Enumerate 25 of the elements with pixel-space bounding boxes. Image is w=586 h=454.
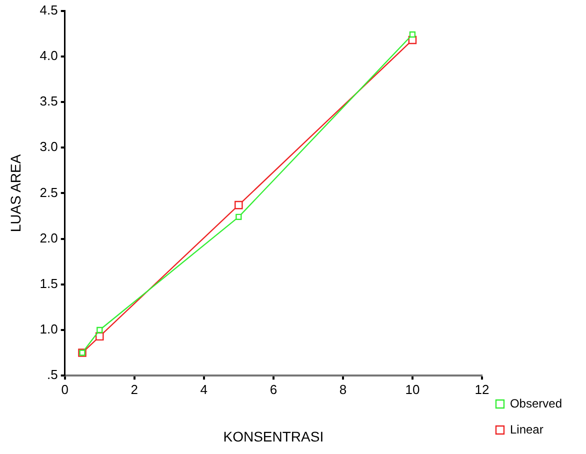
x-tick-label: 6: [270, 382, 278, 397]
y-tick-label: 1.0: [40, 322, 58, 337]
y-tick-label: 4.5: [40, 2, 58, 18]
x-tick-label: 10: [405, 382, 420, 397]
point: [96, 326, 103, 334]
point: [236, 214, 242, 220]
y-tick-label: 4.0: [40, 48, 58, 63]
legend-label: Observed: [510, 396, 562, 410]
x-tick-label: 4: [200, 382, 208, 397]
y-axis-title: LUAS AREA: [7, 154, 24, 232]
point: [234, 200, 243, 210]
x-tick-label: 8: [339, 382, 347, 397]
legend-label: Linear: [510, 422, 544, 436]
y-tick-label: 3.0: [40, 139, 58, 154]
point: [409, 31, 416, 38]
x-tick-label: 2: [130, 382, 138, 397]
y-tick-label: 2.5: [40, 184, 58, 200]
y-tick-label: 3.5: [40, 94, 58, 109]
point: [95, 332, 104, 341]
x-axis-title: KONSENTRASI: [223, 428, 324, 444]
x-tick-label: 12: [474, 382, 490, 397]
x-tick-label: 0: [61, 382, 68, 397]
y-tick-label: .5: [47, 367, 58, 382]
y-tick-label: 1.5: [40, 276, 58, 291]
y-tick-label: 2.0: [40, 230, 58, 246]
